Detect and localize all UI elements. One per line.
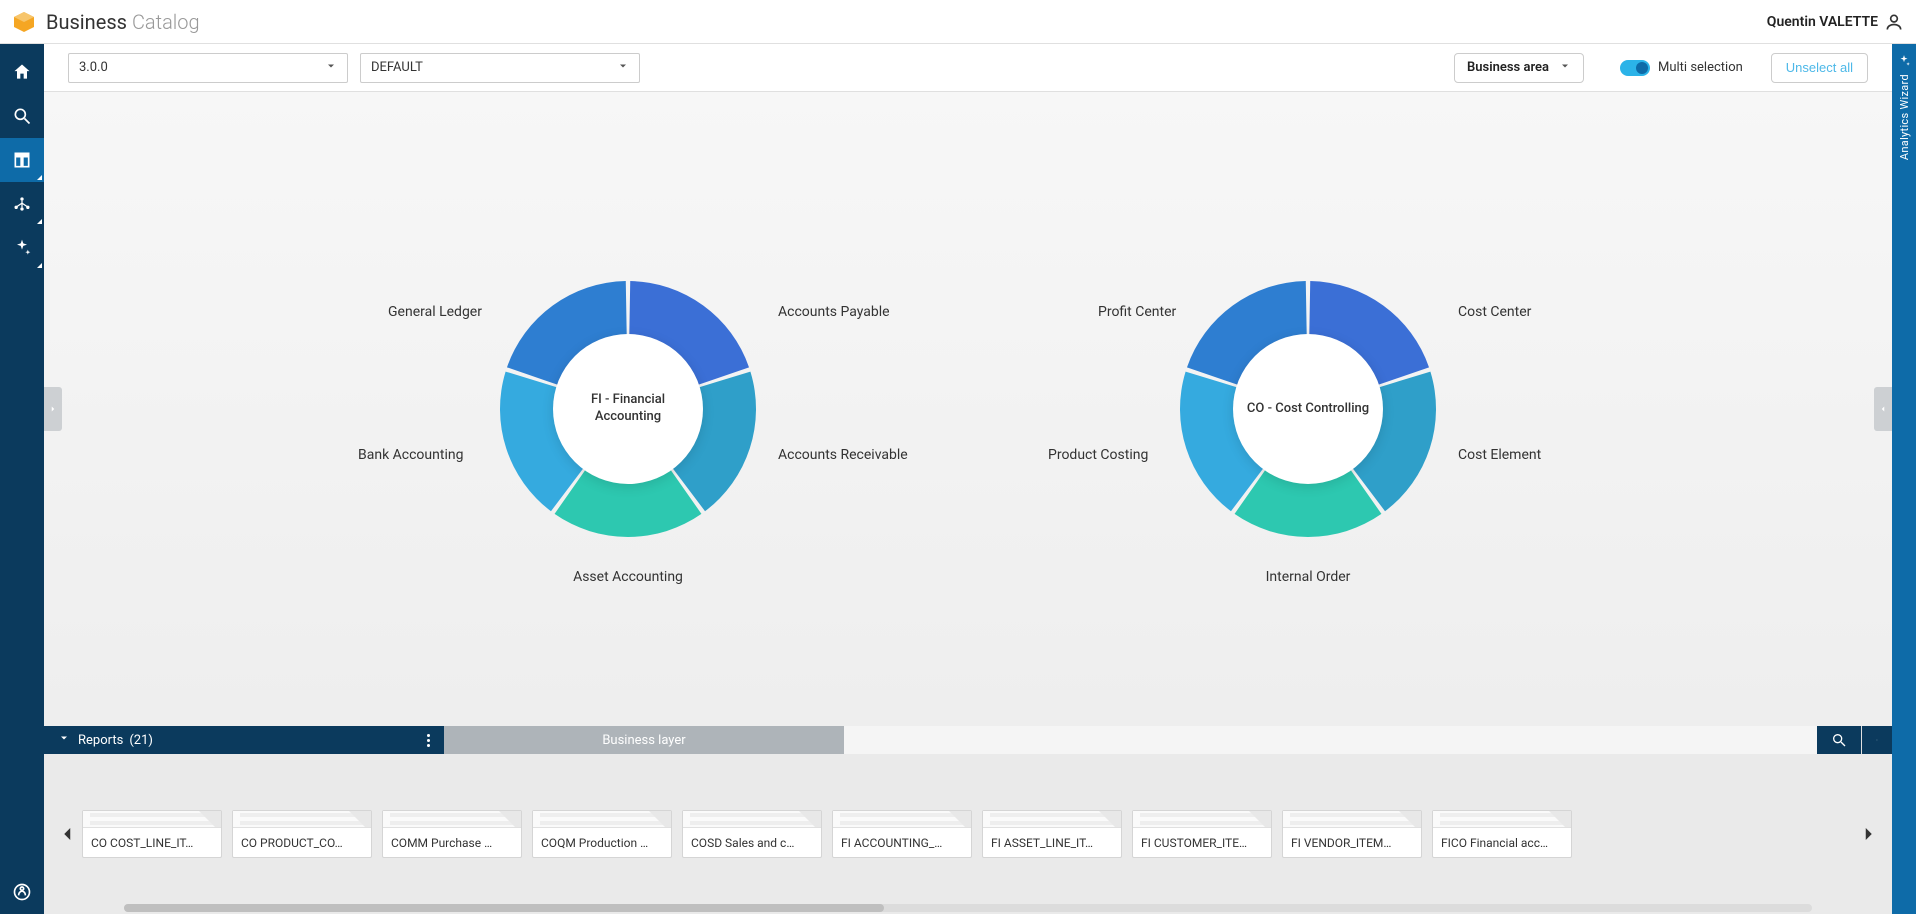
nav-network[interactable] (0, 182, 44, 226)
toolbar: 3.0.0 DEFAULT Business area Multi select… (44, 44, 1892, 92)
report-card[interactable]: COSD Sales and c… (682, 810, 822, 858)
multi-selection-toggle[interactable] (1620, 60, 1650, 76)
tab-reports-count: (21) (129, 733, 153, 748)
version-select[interactable]: 3.0.0 (68, 53, 348, 83)
business-area-select[interactable]: Business area (1454, 53, 1584, 83)
chevron-down-icon (58, 732, 70, 748)
donut-segment-label[interactable]: Profit Center (1098, 304, 1176, 320)
panel-expand-left[interactable] (44, 387, 62, 431)
unselect-all-button[interactable]: Unselect all (1771, 53, 1868, 83)
report-thumbnail (683, 811, 821, 827)
tab-business-layer[interactable]: Business layer (444, 726, 844, 754)
report-card[interactable]: FICO Financial acc… (1432, 810, 1572, 858)
sparkle-icon (1897, 54, 1911, 68)
report-name: FI ASSET_LINE_IT… (983, 827, 1121, 857)
nav-home[interactable] (0, 50, 44, 94)
report-name: COMM Purchase … (383, 827, 521, 857)
report-name: CO COST_LINE_IT… (83, 827, 221, 857)
tab-business-layer-label: Business layer (602, 733, 685, 748)
donut-segment-label[interactable]: Cost Element (1458, 447, 1541, 463)
app-title: Business Catalog (46, 10, 200, 34)
reports-expand-button[interactable] (1862, 726, 1892, 754)
chevron-down-icon (1559, 60, 1571, 76)
app-title-light: Catalog (132, 10, 200, 34)
report-card[interactable]: CO COST_LINE_IT… (82, 810, 222, 858)
donut-segment-label[interactable]: Accounts Payable (778, 304, 890, 320)
user-name[interactable]: Quentin VALETTE (1767, 14, 1878, 30)
reports-prev-button[interactable] (54, 754, 82, 914)
report-name: FI ACCOUNTING_… (833, 827, 971, 857)
donut-segment-label[interactable]: Bank Accounting (358, 447, 463, 463)
right-rail[interactable]: Analytics Wizard (1892, 44, 1916, 914)
report-thumbnail (1133, 811, 1271, 827)
bottom-tabs: Reports (21) Business layer (44, 726, 1892, 754)
multi-selection-toggle-wrap: Multi selection (1620, 60, 1743, 76)
tab-reports[interactable]: Reports (21) (44, 726, 444, 754)
donut-segment-label[interactable]: Accounts Receivable (778, 447, 908, 463)
left-rail (0, 44, 44, 914)
main-panel: 3.0.0 DEFAULT Business area Multi select… (44, 44, 1892, 914)
reports-scroll[interactable]: CO COST_LINE_IT… CO PRODUCT_CO… COMM Purch… (82, 800, 1854, 868)
report-thumbnail (1283, 811, 1421, 827)
reports-next-button[interactable] (1854, 754, 1882, 914)
logo-icon (12, 10, 36, 34)
report-name: COQM Production … (533, 827, 671, 857)
tab-reports-label: Reports (78, 733, 123, 748)
report-name: COSD Sales and c… (683, 827, 821, 857)
report-card[interactable]: FI CUSTOMER_ITE… (1132, 810, 1272, 858)
profile-value: DEFAULT (371, 60, 609, 75)
report-card[interactable]: COQM Production … (532, 810, 672, 858)
report-thumbnail (833, 811, 971, 827)
business-area-label: Business area (1467, 60, 1549, 75)
charts-host: FI - Financial Accounting General Ledger A… (124, 249, 1812, 569)
profile-select[interactable]: DEFAULT (360, 53, 640, 83)
nav-search[interactable] (0, 94, 44, 138)
donut-segment-label[interactable]: Cost Center (1458, 304, 1531, 320)
report-name: FICO Financial acc… (1433, 827, 1571, 857)
report-thumbnail (83, 811, 221, 827)
reports-strip: CO COST_LINE_IT… CO PRODUCT_CO… COMM Purch… (44, 754, 1892, 914)
user-icon[interactable] (1884, 12, 1904, 32)
donut-segment-label[interactable]: Internal Order (1266, 569, 1351, 585)
right-rail-label: Analytics Wizard (1898, 74, 1911, 160)
report-thumbnail (533, 811, 671, 827)
donut-center-label[interactable]: CO - Cost Controlling (1233, 334, 1383, 484)
nav-help[interactable] (0, 870, 44, 914)
report-thumbnail (233, 811, 371, 827)
donut-wrap: FI - Financial AccountingGeneral LedgerA… (498, 279, 758, 539)
donut-wrap: CO - Cost ControllingProfit CenterCost C… (1178, 279, 1438, 539)
donut-chart: CO - Cost Controlling Profit Center Cost C… (1038, 249, 1578, 569)
report-name: CO PRODUCT_CO… (233, 827, 371, 857)
app-header: Business Catalog Quentin VALETTE (0, 0, 1916, 44)
donut-chart: FI - Financial Accounting General Ledger A… (358, 249, 898, 569)
reports-scrollbar[interactable] (124, 904, 1812, 912)
donut-segment-label[interactable]: General Ledger (388, 304, 482, 320)
report-card[interactable]: FI VENDOR_ITEM… (1282, 810, 1422, 858)
report-name: FI CUSTOMER_ITE… (1133, 827, 1271, 857)
donut-segment-label[interactable]: Product Costing (1048, 447, 1148, 463)
report-card[interactable]: FI ACCOUNTING_… (832, 810, 972, 858)
report-thumbnail (983, 811, 1121, 827)
chevron-down-icon (325, 60, 337, 76)
report-thumbnail (1433, 811, 1571, 827)
report-name: FI VENDOR_ITEM… (1283, 827, 1421, 857)
nav-ai[interactable] (0, 226, 44, 270)
donut-center-label[interactable]: FI - Financial Accounting (553, 334, 703, 484)
report-card[interactable]: COMM Purchase … (382, 810, 522, 858)
multi-selection-label: Multi selection (1658, 60, 1743, 75)
tab-reports-menu-icon[interactable] (427, 734, 430, 747)
panel-expand-right[interactable] (1874, 387, 1892, 431)
version-value: 3.0.0 (79, 60, 317, 75)
content-area: FI - Financial Accounting General Ledger A… (44, 92, 1892, 726)
report-card[interactable]: FI ASSET_LINE_IT… (982, 810, 1122, 858)
reports-search-button[interactable] (1817, 726, 1861, 754)
chevron-down-icon (617, 60, 629, 76)
nav-catalog[interactable] (0, 138, 44, 182)
report-card[interactable]: CO PRODUCT_CO… (232, 810, 372, 858)
app-title-strong: Business (46, 10, 127, 34)
report-thumbnail (383, 811, 521, 827)
donut-segment-label[interactable]: Asset Accounting (573, 569, 683, 585)
